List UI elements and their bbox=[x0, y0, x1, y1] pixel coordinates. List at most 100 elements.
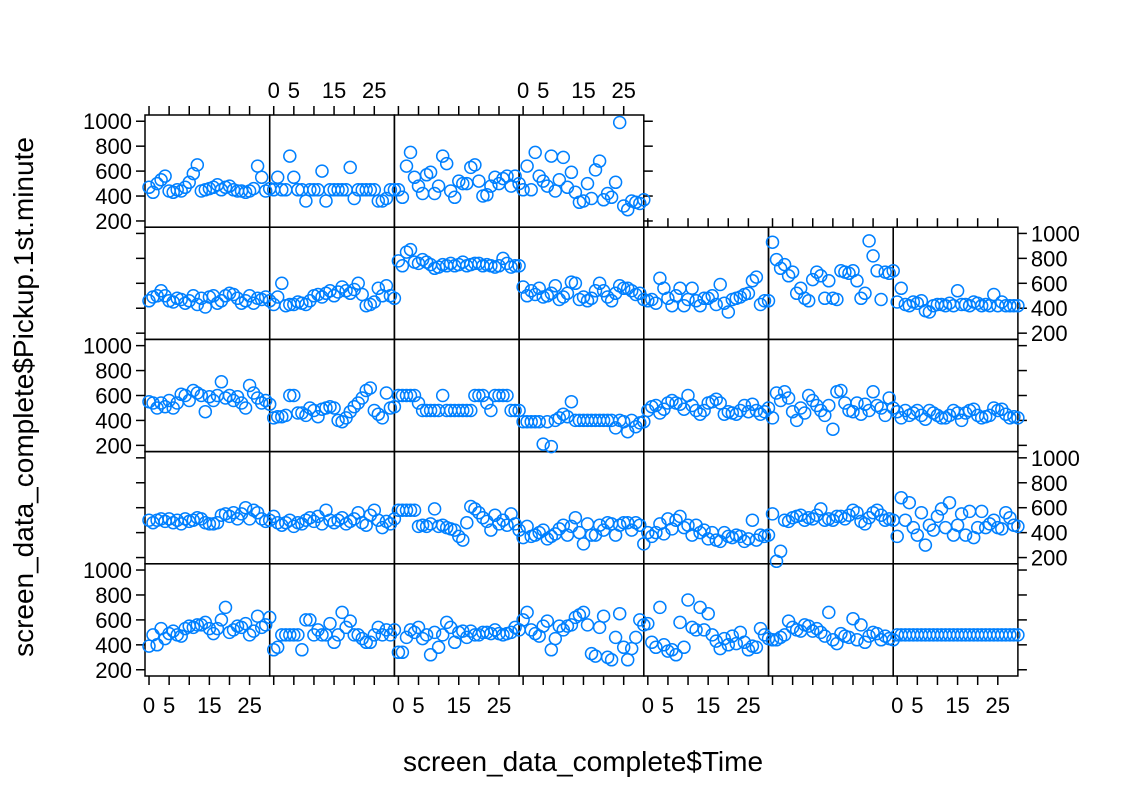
data-point bbox=[291, 406, 305, 420]
data-point bbox=[588, 649, 603, 663]
data-point bbox=[214, 375, 229, 389]
data-point bbox=[781, 391, 796, 405]
data-point bbox=[427, 502, 442, 516]
data-point bbox=[810, 621, 824, 636]
data-point bbox=[387, 183, 402, 197]
data-point bbox=[930, 509, 945, 524]
data-point bbox=[371, 407, 386, 421]
x-tick-label-top: 25 bbox=[362, 78, 386, 103]
data-point bbox=[411, 179, 426, 193]
data-point bbox=[186, 289, 201, 303]
data-point bbox=[323, 616, 337, 631]
data-point bbox=[258, 618, 273, 632]
x-tick-label-top: 0 bbox=[268, 78, 280, 103]
data-point bbox=[914, 505, 929, 520]
data-point bbox=[174, 629, 188, 643]
data-point bbox=[303, 183, 317, 197]
data-point bbox=[327, 635, 341, 650]
y-tick-label-right: 800 bbox=[1031, 471, 1068, 496]
data-point bbox=[584, 528, 599, 542]
data-point bbox=[403, 145, 418, 160]
data-point bbox=[524, 284, 538, 298]
y-tick-label-right: 400 bbox=[1031, 296, 1068, 321]
data-point bbox=[818, 629, 832, 643]
data-point bbox=[331, 628, 345, 642]
data-point bbox=[649, 525, 663, 540]
data-point bbox=[765, 235, 780, 249]
data-point bbox=[982, 517, 997, 531]
data-point bbox=[387, 291, 402, 306]
data-point bbox=[335, 414, 349, 429]
data-point bbox=[299, 613, 313, 627]
data-point bbox=[472, 174, 486, 188]
panel-frame-r1-c6 bbox=[892, 226, 1019, 341]
data-point bbox=[427, 625, 442, 640]
data-point bbox=[347, 628, 361, 642]
data-point bbox=[544, 439, 559, 454]
data-point bbox=[355, 391, 369, 405]
data-point bbox=[411, 396, 426, 410]
panel-frame-r2-c6 bbox=[892, 338, 1019, 453]
panel-frame-r3-c5 bbox=[767, 450, 894, 565]
data-point bbox=[371, 620, 386, 635]
data-point bbox=[894, 411, 908, 425]
data-point bbox=[295, 643, 309, 657]
data-point bbox=[697, 291, 711, 306]
data-point bbox=[355, 631, 369, 646]
data-point bbox=[202, 517, 217, 531]
data-point bbox=[504, 403, 518, 418]
data-point bbox=[319, 194, 333, 208]
x-tick-label-bottom: 0 bbox=[392, 693, 404, 718]
data-point bbox=[407, 503, 422, 517]
data-point bbox=[874, 401, 888, 415]
data-point bbox=[862, 234, 876, 248]
data-point bbox=[773, 261, 788, 276]
x-tick-label-bottom: 5 bbox=[163, 693, 175, 718]
data-point bbox=[395, 259, 410, 273]
data-point bbox=[781, 269, 796, 283]
data-point bbox=[468, 388, 482, 403]
data-point bbox=[934, 411, 949, 425]
data-point bbox=[624, 284, 639, 298]
data-point bbox=[576, 194, 591, 208]
data-point bbox=[270, 290, 285, 304]
x-tick-label-bottom: 15 bbox=[696, 693, 720, 718]
data-point bbox=[262, 294, 277, 308]
data-point bbox=[962, 504, 977, 519]
data-point bbox=[693, 407, 707, 421]
data-point bbox=[894, 281, 908, 296]
data-point bbox=[480, 396, 494, 410]
data-point bbox=[363, 381, 378, 395]
data-point bbox=[307, 183, 321, 197]
data-point bbox=[460, 403, 474, 418]
data-point bbox=[363, 635, 378, 650]
data-point bbox=[540, 614, 555, 628]
data-point bbox=[866, 249, 880, 263]
data-point bbox=[721, 305, 736, 319]
data-point bbox=[745, 274, 760, 288]
data-point bbox=[697, 523, 711, 537]
x-tick-label-bottom: 15 bbox=[945, 693, 969, 718]
data-point bbox=[335, 605, 349, 620]
data-point bbox=[757, 294, 772, 308]
data-point bbox=[327, 289, 341, 303]
data-point bbox=[866, 385, 880, 399]
data-point bbox=[556, 150, 571, 165]
data-point bbox=[810, 265, 824, 279]
data-point bbox=[709, 297, 723, 312]
x-tick-label-bottom: 25 bbox=[487, 693, 511, 718]
data-point bbox=[174, 184, 188, 198]
data-point bbox=[303, 510, 317, 525]
data-point bbox=[689, 403, 703, 418]
data-point bbox=[612, 606, 627, 621]
data-point bbox=[403, 242, 418, 257]
data-point bbox=[544, 643, 559, 657]
y-axis-title: screen_data_complete$Pickup.1st.minute bbox=[8, 137, 39, 657]
y-tick-label-left: 800 bbox=[95, 583, 132, 608]
data-point bbox=[210, 621, 225, 636]
data-point bbox=[283, 628, 297, 642]
data-point bbox=[303, 613, 317, 627]
data-point bbox=[588, 284, 603, 298]
data-point bbox=[737, 635, 752, 650]
panel-frame-r3-c4 bbox=[643, 450, 770, 565]
